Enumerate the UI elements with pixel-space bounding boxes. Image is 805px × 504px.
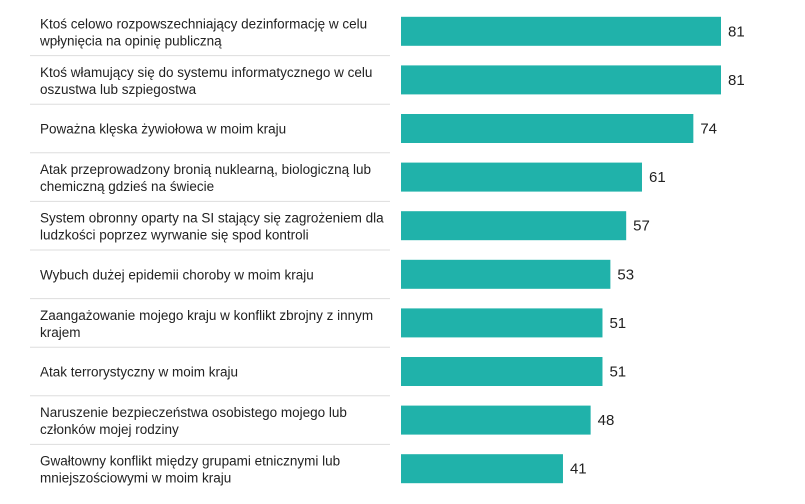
- category-label-line: Poważna klęska żywiołowa w moim kraju: [40, 122, 286, 137]
- chart-row: Zaangażowanie mojego kraju w konflikt zb…: [30, 308, 626, 348]
- category-label: Atak terrorystyczny w moim kraju: [40, 365, 238, 380]
- category-label: Ktoś celowo rozpowszechniający dezinform…: [39, 16, 367, 48]
- chart-row: Ktoś włamujący się do systemu informatyc…: [30, 65, 745, 105]
- category-label: Poważna klęska żywiołowa w moim kraju: [40, 122, 286, 137]
- bar-value-label: 81: [728, 72, 745, 89]
- bar: [401, 16, 721, 46]
- bar-value-label: 57: [633, 218, 650, 235]
- bar-value-label: 51: [609, 315, 626, 332]
- category-label-line: ludzkości poprzez wyrwanie się spod kont…: [40, 228, 309, 243]
- chart-row: Gwałtowny konflikt między grupami etnicz…: [40, 454, 587, 486]
- bar: [401, 211, 627, 241]
- bar-value-label: 41: [570, 461, 587, 478]
- bar: [401, 405, 591, 435]
- category-label-line: krajem: [40, 325, 81, 340]
- bar: [401, 454, 563, 484]
- bar-value-label: 61: [649, 169, 666, 186]
- bar: [401, 114, 694, 143]
- chart-row: Atak terrorystyczny w moim kraju 51: [30, 357, 626, 397]
- chart-row: System obronny oparty na SI stający się …: [30, 211, 650, 251]
- bar: [401, 357, 603, 386]
- category-label: Naruszenie bezpieczeństwa osobistego moj…: [40, 405, 347, 437]
- chart-row: Poważna klęska żywiołowa w moim kraju 74: [30, 114, 717, 154]
- bar-value-label: 81: [728, 23, 745, 40]
- category-label-line: Gwałtowny konflikt między grupami etnicz…: [40, 454, 340, 469]
- category-label: Atak przeprowadzony bronią nuklearną, bi…: [40, 162, 371, 194]
- bar-value-label: 53: [617, 266, 634, 283]
- category-label: Ktoś włamujący się do systemu informatyc…: [40, 65, 372, 97]
- bar-value-label: 51: [609, 364, 626, 381]
- chart-row: Atak przeprowadzony bronią nuklearną, bi…: [30, 162, 666, 202]
- chart-row: Ktoś celowo rozpowszechniający dezinform…: [30, 16, 745, 57]
- category-label-line: wpłynięcia na opinię publiczną: [39, 33, 222, 48]
- category-label-line: Naruszenie bezpieczeństwa osobistego moj…: [40, 405, 347, 420]
- category-label-line: mniejszościowymi w moim kraju: [40, 471, 231, 486]
- category-label-line: Atak terrorystyczny w moim kraju: [40, 365, 238, 380]
- bar: [401, 259, 611, 289]
- category-label: System obronny oparty na SI stający się …: [40, 211, 384, 243]
- chart-rows: Ktoś celowo rozpowszechniający dezinform…: [30, 16, 745, 486]
- bar: [401, 308, 603, 338]
- bar: [401, 65, 721, 95]
- bar: [401, 162, 642, 192]
- chart-row: Wybuch dużej epidemii choroby w moim kra…: [30, 259, 634, 300]
- category-label-line: Atak przeprowadzony bronią nuklearną, bi…: [40, 162, 371, 177]
- chart-row: Naruszenie bezpieczeństwa osobistego moj…: [30, 405, 615, 445]
- category-label-line: Wybuch dużej epidemii choroby w moim kra…: [40, 267, 314, 282]
- bar-value-label: 48: [598, 412, 615, 429]
- category-label-line: członków mojej rodziny: [40, 422, 179, 437]
- bar-value-label: 74: [700, 121, 717, 138]
- category-label: Gwałtowny konflikt między grupami etnicz…: [40, 454, 340, 486]
- category-label-line: oszustwa lub szpiegostwa: [40, 82, 197, 97]
- category-label-line: Ktoś celowo rozpowszechniający dezinform…: [40, 16, 367, 31]
- category-label-line: System obronny oparty na SI stający się …: [40, 211, 384, 226]
- category-label: Wybuch dużej epidemii choroby w moim kra…: [40, 267, 314, 282]
- category-label-line: Ktoś włamujący się do systemu informatyc…: [40, 65, 372, 80]
- category-label-line: Zaangażowanie mojego kraju w konflikt zb…: [40, 308, 373, 323]
- category-label-line: chemiczną gdzieś na świecie: [40, 179, 214, 194]
- category-label: Zaangażowanie mojego kraju w konflikt zb…: [40, 308, 373, 340]
